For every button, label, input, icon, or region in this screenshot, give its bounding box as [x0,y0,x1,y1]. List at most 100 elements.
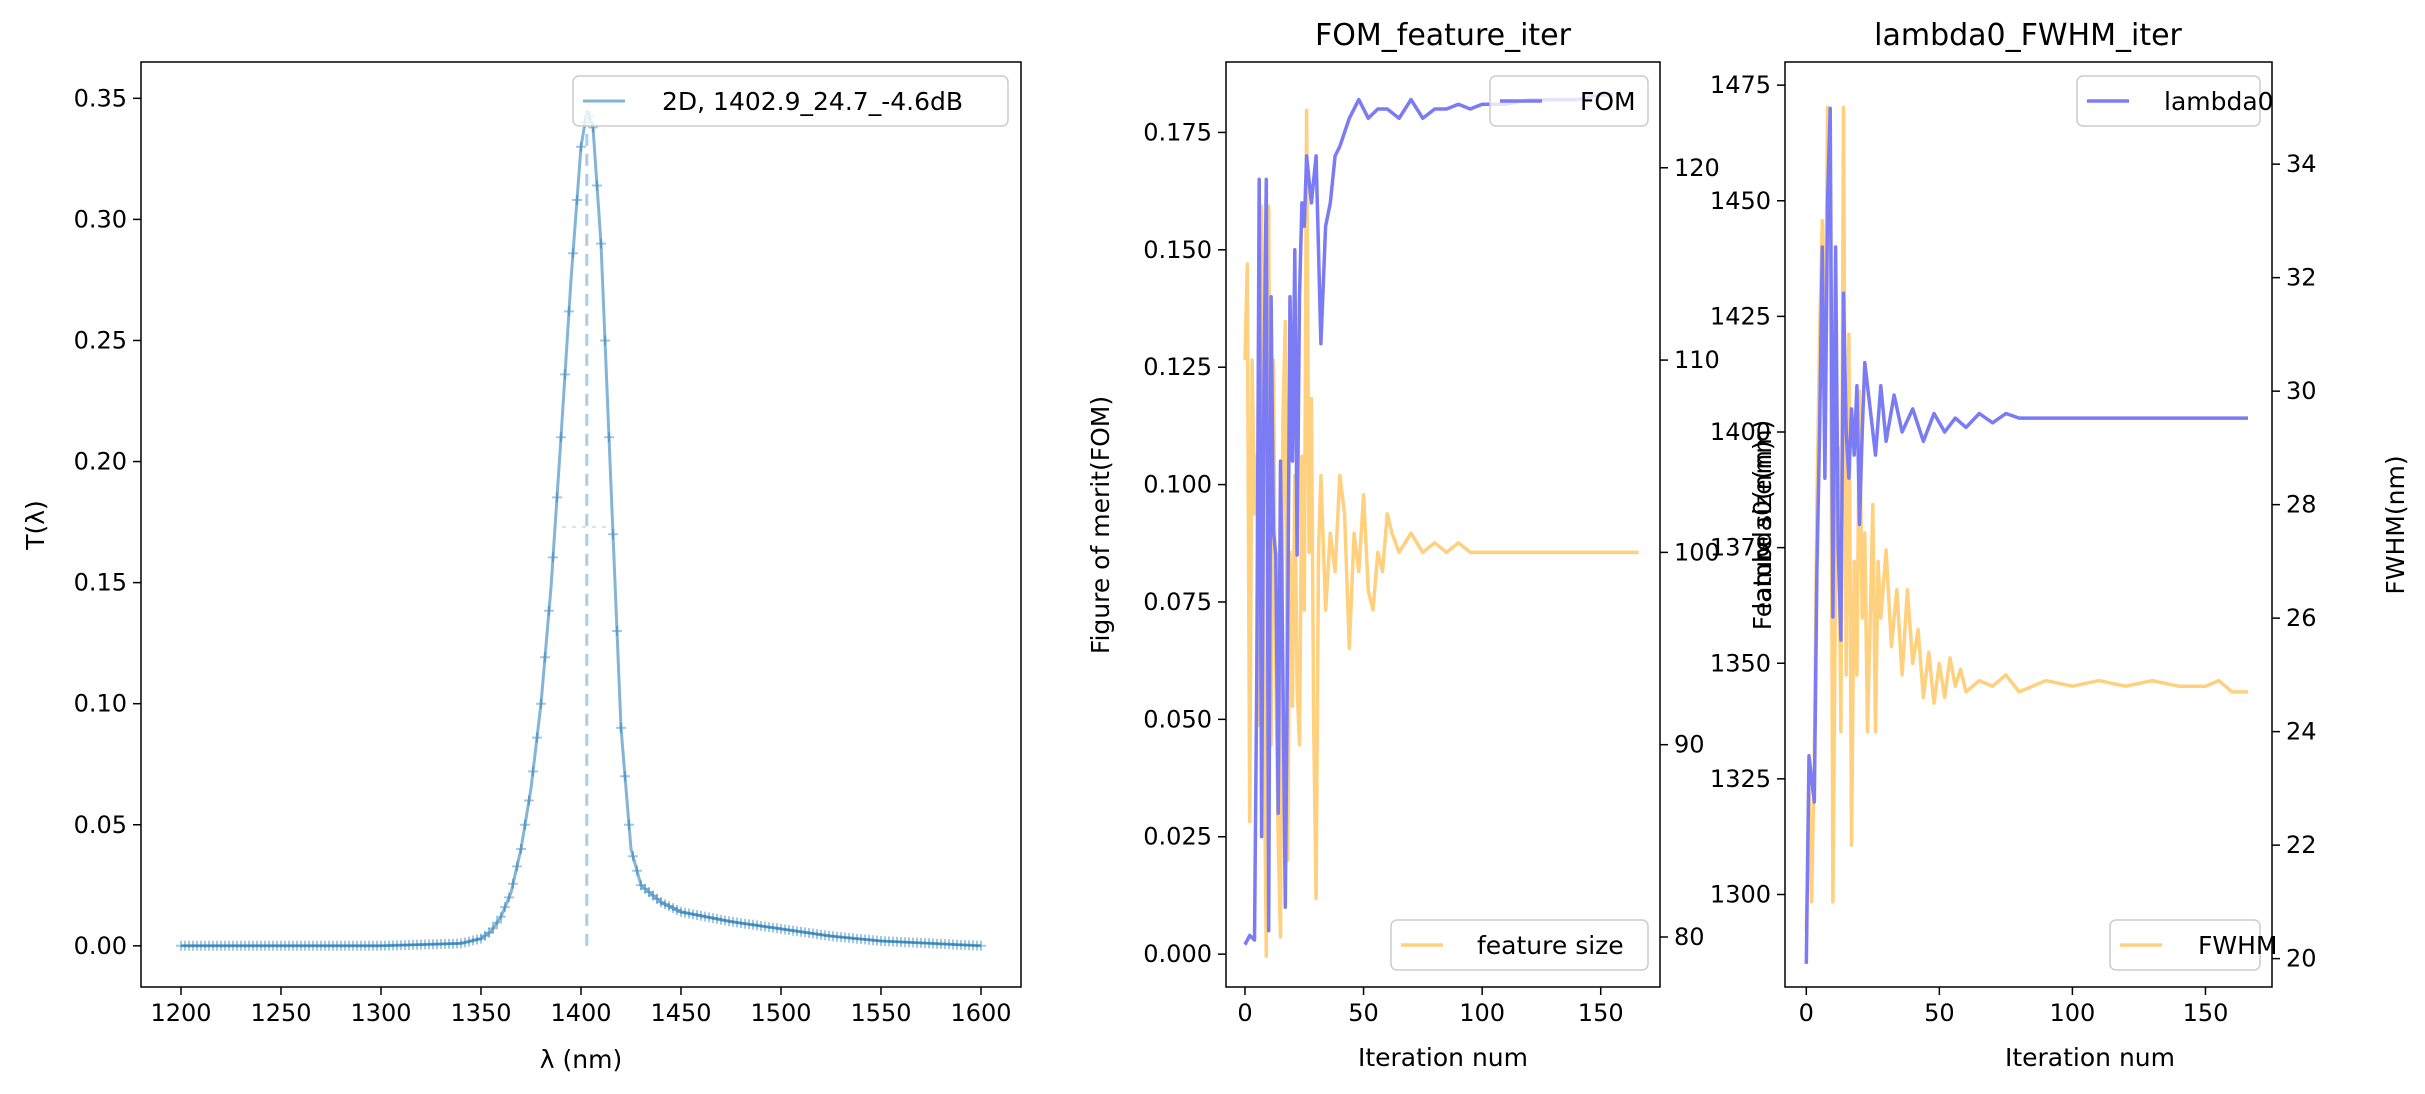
fom-plot-frame [1225,61,1661,988]
spectrum-x-axis-label: λ (nm) [540,1045,622,1074]
spectrum-data-point [420,939,430,950]
spectrum-data-point [840,932,850,943]
spectrum-data-point [560,369,570,380]
spectrum-data-point [552,492,562,503]
spectrum-data-point [464,936,474,947]
spectrum-data-point [652,893,662,904]
spectrum-data-point [296,940,306,951]
spectrum-data-point [372,940,382,951]
spectrum-data-point [488,923,498,934]
lambda0-x-axis-label: Iteration num [2005,1043,2175,1072]
spectrum-y-tick-label: 0.15 [74,569,127,597]
spectrum-data-point [732,917,742,928]
spectrum-x-tick-label: 1600 [950,999,1011,1027]
spectrum-data-point [716,914,726,925]
spectrum-data-point [924,938,934,949]
spectrum-data-point [528,766,538,777]
spectrum-data-point [804,928,814,938]
spectrum-data-point [436,939,446,949]
spectrum-data-point [948,939,958,950]
spectrum-data-point [856,934,866,945]
spectrum-data-point [324,940,334,951]
spectrum-data-point [764,922,774,933]
spectrum-data-point [896,937,906,947]
lambda0-y2-tick-label: 30 [2286,377,2317,405]
spectrum-data-point [304,940,314,951]
spectrum-data-point [772,923,782,934]
spectrum-data-point [312,940,322,951]
spectrum-data-point [912,937,922,948]
spectrum-data-point [376,940,386,951]
fom-y2-tick-label: 120 [1674,154,1720,182]
feature-size-legend: feature size [1390,919,1649,971]
lambda0-y-tick-label: 1475 [1710,71,1771,99]
spectrum-data-point [844,932,854,943]
spectrum-data-point [472,934,482,945]
spectrum-y-tick-label: 0.35 [74,84,127,112]
spectrum-data-point [244,940,254,951]
fom-y2-tick-label: 80 [1674,923,1705,951]
spectrum-data-point [608,529,618,540]
spectrum-data-point [444,938,454,949]
lambda0-fwhm-chart: 0 50 100 150 1300 1325 1350 1375 1400 1425 1450 147… [1710,18,2410,1072]
spectrum-data-point [644,887,654,898]
fwhm-series-line [1804,105,2248,931]
spectrum-data-point [320,940,330,951]
spectrum-data-point [368,940,378,951]
spectrum-data-point [708,913,718,924]
spectrum-data-point [752,920,762,931]
spectrum-data-point [712,913,722,924]
spectrum-data-point [964,940,974,951]
spectrum-data-point [288,940,298,951]
spectrum-data-point [736,918,746,929]
spectrum-data-point [796,926,806,937]
fom-y-tick-label: 0.050 [1143,705,1212,733]
spectrum-data-point [792,926,802,937]
spectrum-data-point [216,940,226,951]
spectrum-series-line [181,109,982,948]
spectrum-data-point [816,929,826,940]
feature-size-y-axis-label: Feature size(nm) [1748,420,1777,631]
spectrum-data-point [480,930,490,941]
fom-feature-chart: 0 50 100 150 0.000 0.025 0.050 0.075 0.100 0.125 0… [1086,18,1777,1072]
lambda0-x-tick-label: 100 [2050,999,2096,1027]
spectrum-data-point [860,934,870,945]
spectrum-data-point [536,698,546,709]
spectrum-data-point [616,722,626,733]
spectrum-data-point [336,940,346,951]
fom-x-tick-label: 100 [1459,999,1505,1027]
spectrum-data-point [704,912,714,923]
spectrum-data-point [476,933,486,944]
spectrum-data-point [808,928,818,939]
fom-chart-title: FOM_feature_iter [1315,18,1572,53]
lambda0-y2-tick-label: 34 [2286,150,2317,178]
spectrum-data-point [204,940,214,951]
spectrum-data-point [768,922,778,933]
spectrum-data-point [700,911,710,922]
spectrum-markers [176,111,986,951]
spectrum-data-point [576,141,586,152]
spectrum-data-point [268,940,278,951]
spectrum-data-point [688,909,698,920]
spectrum-data-point [956,939,966,950]
spectrum-data-point [272,940,282,951]
fom-y-axis-label: Figure of merit(FOM) [1086,396,1115,654]
spectrum-data-point [196,940,206,951]
lambda0-series-line [1804,106,2248,964]
spectrum-data-point [188,940,198,951]
spectrum-data-point [232,940,242,951]
spectrum-data-point [680,907,690,918]
spectrum-data-point [976,940,986,951]
spectrum-data-point [672,905,682,915]
spectrum-data-point [208,940,218,951]
spectrum-data-point [280,940,290,951]
lambda0-y-axis-label: lambda0(nm) [1748,440,1777,609]
spectrum-data-point [396,940,406,951]
spectrum-data-point [532,732,542,743]
spectrum-data-point [692,910,702,920]
fom-x-tick-label: 0 [1237,999,1252,1027]
spectrum-data-point [328,940,338,951]
spectrum-data-point [932,938,942,949]
fom-legend: FOM [1489,75,1649,127]
spectrum-data-point [512,861,522,872]
